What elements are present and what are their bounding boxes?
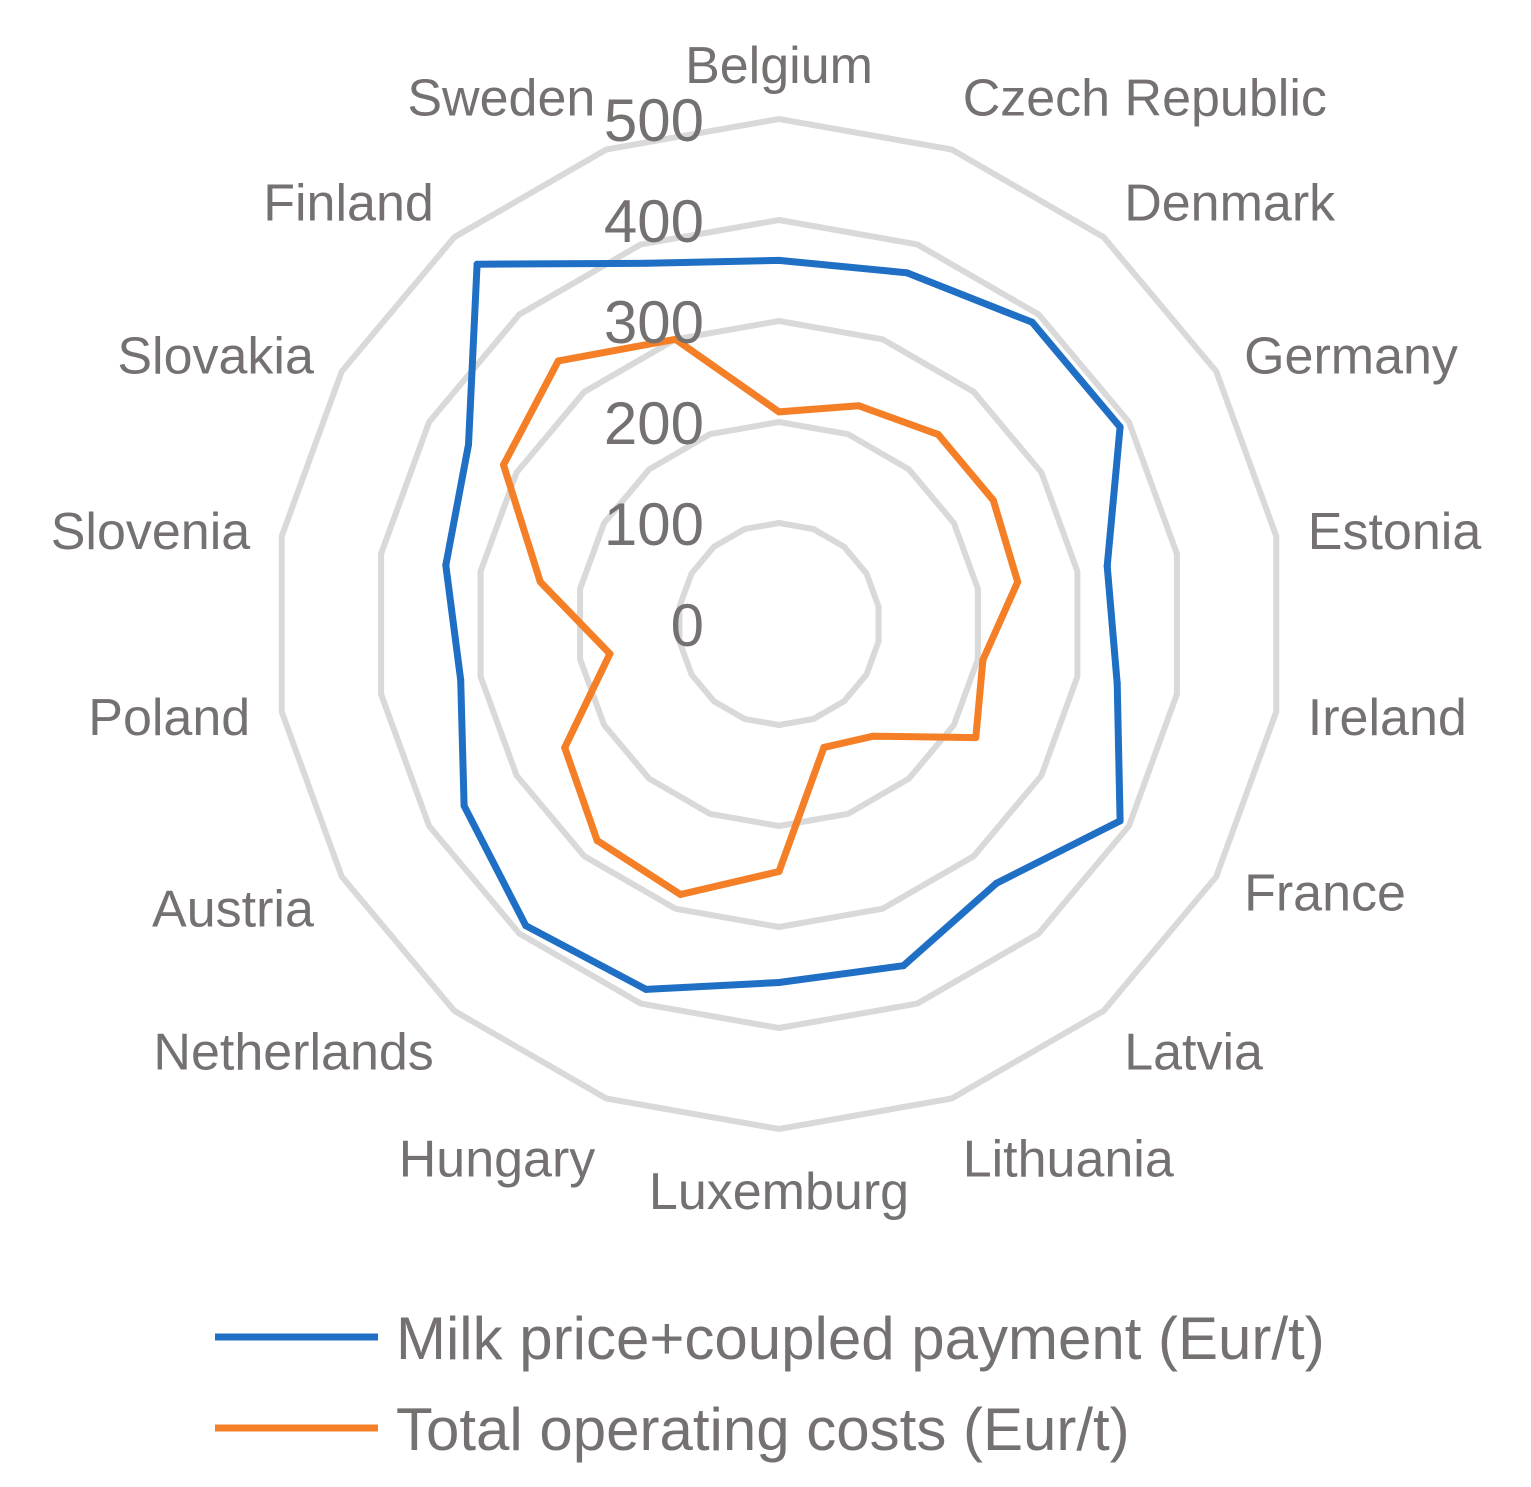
tick-label-400: 400 bbox=[604, 188, 704, 255]
grid-ring-400 bbox=[378, 217, 1180, 1031]
category-label-belgium: Belgium bbox=[685, 37, 873, 95]
data-point-1-denmark bbox=[1028, 318, 1036, 326]
category-label-slovenia: Slovenia bbox=[51, 503, 251, 561]
series-line-milk-price-coupled-payment-eur-t bbox=[442, 256, 1124, 993]
category-label-france: France bbox=[1244, 865, 1406, 923]
grid-ring-500 bbox=[278, 116, 1280, 1132]
data-point-1-austria bbox=[460, 802, 468, 810]
data-point-1-slovenia bbox=[442, 561, 450, 569]
data-point-2-france bbox=[972, 734, 980, 742]
grid-ring-100 bbox=[676, 520, 882, 728]
legend-label-operating-costs: Total operating costs (Eur/t) bbox=[396, 1396, 1130, 1463]
tick-label-500: 500 bbox=[604, 87, 704, 154]
legend: Milk price+coupled payment (Eur/t) Total… bbox=[215, 1305, 1325, 1463]
data-point-1-finland bbox=[473, 260, 481, 268]
tick-label-layer: 0 100 200 300 400 500 bbox=[604, 87, 704, 659]
data-point-2-slovakia bbox=[500, 461, 507, 469]
category-label-luxemburg: Luxemburg bbox=[649, 1163, 909, 1221]
data-point-1-netherlands bbox=[522, 922, 530, 930]
data-point-1-czech-republic bbox=[903, 269, 911, 277]
data-point-2-germany bbox=[989, 496, 997, 504]
data-point-1-hungary bbox=[642, 985, 650, 993]
data-point-2-finland bbox=[554, 357, 562, 365]
category-label-austria: Austria bbox=[152, 881, 314, 939]
data-point-1-slovakia bbox=[465, 441, 472, 449]
data-point-2-luxemburg bbox=[775, 868, 783, 875]
data-point-1-germany bbox=[1116, 423, 1124, 431]
data-point-2-lithuania bbox=[820, 743, 828, 751]
category-label-denmark: Denmark bbox=[1124, 175, 1336, 233]
data-point-1-latvia bbox=[993, 879, 1000, 887]
data-point-2-sweden bbox=[671, 335, 679, 343]
tick-label-0: 0 bbox=[671, 592, 704, 659]
data-point-1-poland bbox=[457, 676, 465, 684]
category-label-poland: Poland bbox=[88, 689, 250, 747]
data-point-2-belgium bbox=[775, 408, 783, 416]
category-label-estonia: Estonia bbox=[1308, 503, 1482, 561]
data-point-2-czech-republic bbox=[855, 402, 862, 410]
category-label-germany: Germany bbox=[1244, 328, 1458, 386]
category-label-netherlands: Netherlands bbox=[153, 1023, 433, 1081]
data-point-2-poland bbox=[606, 650, 614, 658]
category-label-finland: Finland bbox=[263, 175, 434, 233]
legend-label-milk-price: Milk price+coupled payment (Eur/t) bbox=[396, 1305, 1325, 1372]
category-label-sweden: Sweden bbox=[407, 69, 595, 127]
series-layer bbox=[442, 256, 1124, 993]
category-label-slovakia: Slovakia bbox=[117, 328, 314, 386]
data-point-1-lithuania bbox=[899, 962, 907, 970]
tick-label-100: 100 bbox=[604, 491, 704, 558]
data-point-2-austria bbox=[561, 744, 569, 752]
grid-ring-300 bbox=[477, 318, 1081, 930]
category-label-layer: Belgium Czech Republic Denmark Germany Eston… bbox=[51, 37, 1482, 1221]
data-point-1-ireland bbox=[1113, 680, 1121, 688]
grid-layer bbox=[278, 116, 1280, 1132]
data-point-1-luxemburg bbox=[775, 979, 783, 986]
tick-label-300: 300 bbox=[604, 289, 704, 356]
category-label-lithuania: Lithuania bbox=[963, 1131, 1174, 1189]
data-point-2-estonia bbox=[1014, 578, 1022, 586]
data-point-1-france bbox=[1116, 817, 1124, 825]
data-point-1-sweden bbox=[644, 259, 652, 267]
data-point-2-latvia bbox=[869, 732, 877, 740]
data-point-2-denmark bbox=[934, 430, 942, 438]
data-point-2-hungary bbox=[677, 891, 684, 898]
category-label-hungary: Hungary bbox=[399, 1131, 596, 1189]
tick-label-200: 200 bbox=[604, 390, 704, 457]
category-label-ireland: Ireland bbox=[1308, 689, 1467, 747]
category-label-latvia: Latvia bbox=[1124, 1023, 1263, 1081]
data-point-1-belgium bbox=[775, 256, 783, 264]
data-point-2-slovenia bbox=[536, 578, 544, 586]
data-point-2-netherlands bbox=[593, 837, 601, 845]
category-label-czech-republic: Czech Republic bbox=[963, 69, 1327, 127]
grid-ring-200 bbox=[577, 419, 981, 829]
data-point-1-estonia bbox=[1103, 562, 1111, 570]
data-point-2-ireland bbox=[979, 656, 987, 664]
